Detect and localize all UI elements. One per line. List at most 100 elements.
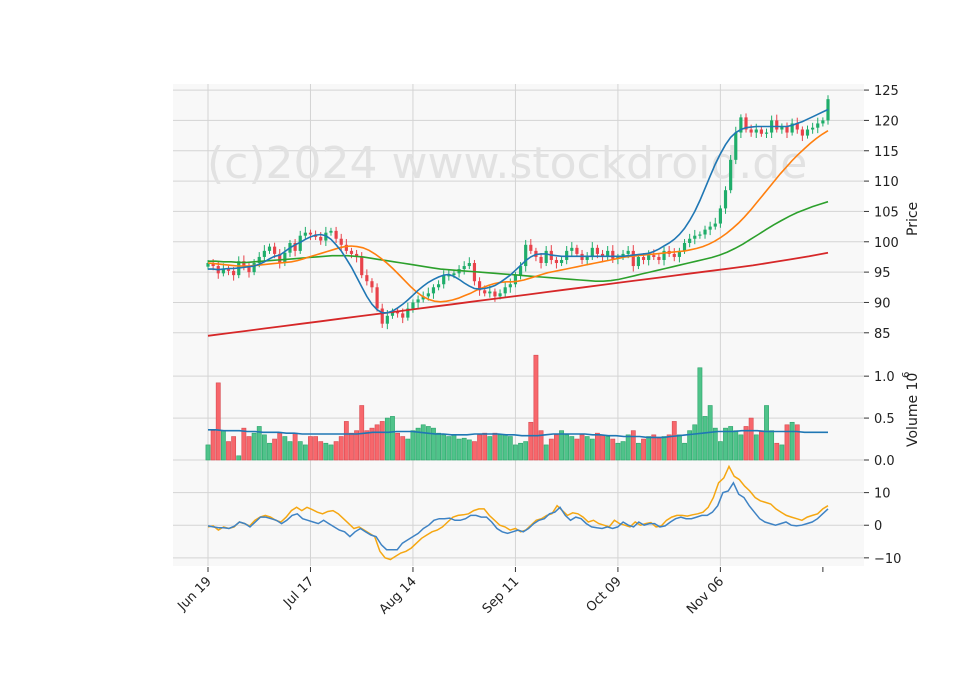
volume-bar [610, 438, 616, 461]
volume-bar [241, 427, 247, 461]
volume-bar [328, 444, 334, 461]
volume-bar [466, 439, 472, 461]
volume-bar [451, 434, 457, 461]
candle-down [293, 242, 297, 251]
volume-bar [379, 421, 385, 461]
x-tick-label: Oct 09 [584, 574, 625, 615]
candle-up [816, 123, 820, 128]
watermark: (c)2024 www.stockdroid.de [207, 138, 807, 189]
volume-bar [277, 432, 283, 461]
y-tick-label: 10 [874, 487, 891, 502]
volume-bar [456, 438, 462, 461]
candle-down [395, 311, 400, 314]
y-tick-label: 105 [874, 205, 899, 220]
y-tick-label: 100 [874, 236, 899, 251]
candle-down [595, 247, 600, 254]
candle-down [273, 246, 277, 254]
candle-down [319, 236, 323, 241]
candle-down [554, 259, 559, 264]
volume-bar [656, 437, 662, 461]
volume-bar [538, 430, 544, 461]
y-tick-label: 115 [874, 145, 899, 160]
candle-down [539, 256, 543, 264]
candle-down [344, 244, 348, 251]
candle-up [662, 250, 666, 260]
volume-bar [395, 432, 400, 461]
volume-bar [595, 432, 600, 461]
volume-bar [559, 430, 564, 461]
volume-bar [287, 441, 293, 461]
volume-bar [692, 424, 698, 461]
candle-down [477, 281, 482, 291]
candle-up [426, 293, 430, 297]
candle-down [493, 291, 497, 297]
ma-long-line [207, 251, 829, 337]
volume-bar [333, 441, 339, 461]
volume-bar [492, 432, 498, 461]
volume-bar [231, 436, 237, 461]
volume-bar [318, 441, 324, 461]
volume-bar [677, 434, 682, 461]
x-tick-label: Sep 11 [480, 574, 523, 617]
candle-up [411, 302, 415, 309]
candle-down [611, 250, 615, 259]
candle-up [739, 117, 743, 133]
candle-down [242, 261, 246, 267]
volume-bar [369, 427, 375, 461]
candle-down [308, 232, 313, 235]
y-tick-label: 110 [874, 175, 899, 190]
candle-up [713, 223, 717, 227]
volume-bar [758, 430, 764, 461]
candle-down [759, 129, 763, 134]
volume-bar [518, 442, 523, 461]
volume-bar [666, 434, 672, 461]
candle-up [682, 242, 687, 251]
candle-up [621, 253, 625, 257]
candle-up [780, 126, 784, 130]
volume-bar [641, 438, 646, 461]
volume-bar [682, 442, 687, 461]
y-tick-label: −10 [874, 552, 901, 567]
volume-bar [497, 434, 503, 461]
volume-bar [267, 442, 272, 461]
ma-mid-line [207, 130, 829, 303]
volume-bar [477, 434, 482, 461]
indicator-main-line [207, 481, 829, 551]
candle-up [385, 315, 389, 324]
candle-up [416, 299, 420, 303]
volume-bar [251, 432, 257, 461]
volume-bar [687, 430, 693, 461]
price-panel [206, 95, 830, 337]
candle-up [729, 159, 733, 191]
candle-up [431, 287, 436, 294]
volume-bar [697, 367, 703, 461]
candle-down [334, 230, 338, 239]
candle-down [211, 263, 215, 267]
volume-bar [528, 421, 534, 461]
candle-up [508, 284, 512, 288]
candle-down [370, 281, 374, 288]
x-tick-label: Jul 17 [280, 574, 317, 611]
volume-bar [246, 436, 252, 461]
volume-bar [261, 434, 267, 461]
candle-up [390, 311, 395, 316]
volume-bar [220, 430, 226, 461]
volume-bar [420, 424, 426, 461]
y-tick-label: 125 [874, 84, 899, 99]
candle-down [631, 250, 635, 267]
candle-down [795, 123, 799, 130]
volume-bar [297, 441, 303, 461]
x-tick-label: Jun 19 [175, 574, 215, 614]
volume-axis-title: Volume 10 [905, 373, 921, 447]
candle-up [559, 259, 564, 264]
volume-bar [410, 430, 416, 461]
volume-bar [774, 442, 780, 461]
volume-bar [205, 444, 211, 461]
volume-bar [302, 444, 308, 461]
candle-up [585, 256, 589, 260]
candle-up [565, 250, 569, 260]
candle-down [800, 129, 804, 136]
volume-bar [523, 441, 529, 461]
candle-up [421, 296, 425, 300]
candle-up [524, 244, 528, 267]
